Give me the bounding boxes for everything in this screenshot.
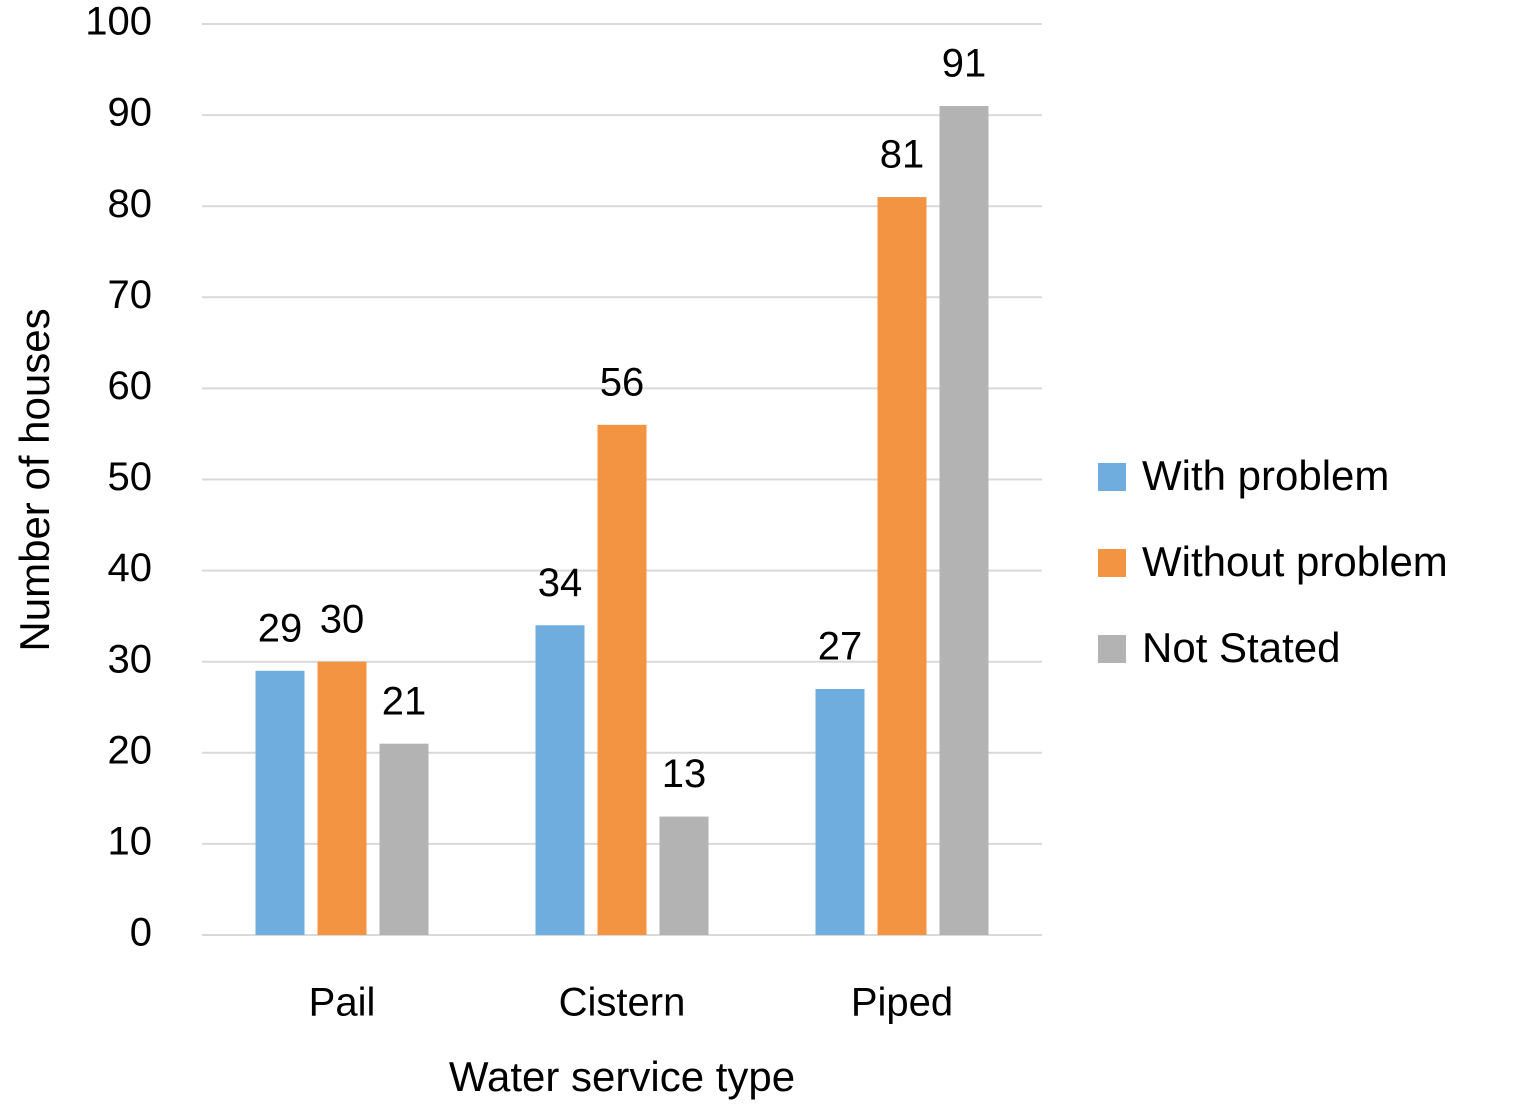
y-tick-label: 70 [108, 273, 153, 317]
data-label: 29 [258, 606, 303, 650]
legend-label: Not Stated [1142, 624, 1340, 671]
y-axis-title: Number of houses [11, 308, 58, 651]
y-tick-label: 20 [108, 728, 153, 772]
y-tick-label: 40 [108, 546, 153, 590]
data-label: 34 [538, 561, 583, 605]
y-tick-label: 100 [85, 0, 152, 44]
bar [255, 670, 305, 935]
y-tick-label: 80 [108, 182, 153, 226]
legend-swatch [1098, 549, 1126, 577]
data-label: 91 [942, 42, 987, 86]
data-label: 27 [818, 625, 863, 669]
y-tick-label: 10 [108, 819, 153, 863]
bar [877, 197, 927, 936]
y-tick-label: 30 [108, 637, 153, 681]
bar [535, 625, 585, 935]
bar [597, 424, 647, 935]
y-tick-label: 0 [130, 911, 152, 955]
x-axis-title: Water service type [449, 1053, 795, 1100]
x-tick-label: Pail [309, 981, 376, 1025]
data-label: 13 [662, 752, 707, 796]
bar [815, 689, 865, 935]
legend-label: Without problem [1142, 538, 1448, 585]
bar [939, 105, 989, 936]
bar [379, 743, 429, 935]
y-tick-label: 90 [108, 91, 153, 135]
legend-swatch [1098, 463, 1126, 491]
legend-swatch [1098, 635, 1126, 663]
data-label: 56 [600, 360, 645, 404]
y-tick-label: 60 [108, 364, 153, 408]
legend-label: With problem [1142, 452, 1389, 499]
x-tick-label: Cistern [559, 981, 686, 1025]
bar [659, 816, 709, 935]
y-tick-label: 50 [108, 455, 153, 499]
data-label: 81 [880, 133, 925, 177]
data-label: 21 [382, 679, 427, 723]
x-tick-label: Piped [851, 981, 953, 1025]
bar [317, 661, 367, 935]
data-label: 30 [320, 597, 365, 641]
